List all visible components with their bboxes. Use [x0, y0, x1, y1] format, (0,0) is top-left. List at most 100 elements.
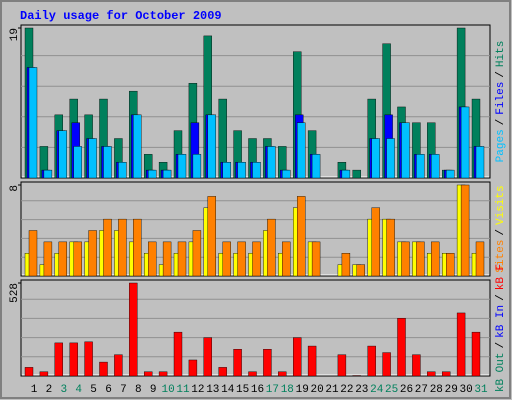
bar: [207, 196, 217, 277]
bar: [397, 318, 406, 377]
bar: [267, 146, 276, 179]
y-tick-label: 19: [9, 28, 21, 41]
bar: [431, 241, 440, 277]
bar: [24, 367, 34, 377]
bar: [88, 138, 97, 179]
bar: [337, 354, 347, 377]
bar: [99, 361, 108, 377]
bar: [431, 154, 440, 179]
bar: [341, 169, 351, 179]
bar: [471, 331, 481, 377]
y-tick-label: 528: [9, 283, 21, 303]
bar: [28, 230, 38, 277]
bar: [158, 371, 168, 377]
bar: [188, 359, 198, 377]
bar: [203, 337, 213, 377]
bar: [133, 114, 142, 179]
bar: [278, 371, 287, 377]
bar: [263, 349, 272, 377]
bar: [39, 371, 49, 377]
bar: [382, 352, 391, 377]
bar: [293, 337, 302, 377]
bar: [43, 241, 53, 277]
bar: [267, 218, 276, 277]
bar: [103, 146, 112, 179]
bar: [118, 162, 127, 179]
bar: [475, 146, 485, 179]
bar: [386, 138, 395, 179]
legend-separator: /: [495, 342, 507, 349]
x-tick-label: 23: [355, 384, 368, 396]
bar: [282, 241, 291, 277]
bar: [446, 253, 455, 277]
bar: [297, 122, 306, 179]
bar: [252, 162, 261, 179]
bar: [252, 241, 261, 277]
legend-entry: Sites: [495, 240, 507, 273]
x-tick-label: 26: [400, 384, 413, 396]
x-tick-label: 1: [31, 384, 38, 396]
x-tick-label: 10: [161, 384, 174, 396]
bar: [58, 241, 67, 277]
bar: [352, 375, 361, 377]
legend: Pages / Files / Hits: [495, 41, 507, 163]
x-tick-label: 5: [90, 384, 97, 396]
x-tick-label: 22: [340, 384, 353, 396]
legend: Sites / Visits: [495, 185, 507, 272]
legend-separator: /: [495, 119, 507, 126]
bar: [311, 154, 321, 179]
bar: [162, 169, 172, 179]
x-tick-label: 9: [150, 384, 157, 396]
x-tick-label: 27: [415, 384, 428, 396]
bar: [129, 282, 138, 377]
x-tick-label: 15: [236, 384, 249, 396]
x-tick-label: 13: [206, 384, 219, 396]
bar: [118, 218, 127, 277]
bar: [58, 130, 67, 179]
x-tick-label: 31: [474, 384, 488, 396]
bar: [84, 341, 93, 377]
x-tick-label: 17: [266, 384, 279, 396]
x-tick-label: 21: [325, 384, 339, 396]
bar: [192, 154, 202, 179]
x-tick-label: 28: [430, 384, 443, 396]
x-tick-label: 16: [251, 384, 264, 396]
x-tick-label: 24: [370, 384, 384, 396]
bar: [114, 354, 123, 377]
x-tick-label: 20: [310, 384, 323, 396]
bar: [237, 162, 246, 179]
bar: [356, 264, 365, 277]
bar: [386, 218, 395, 277]
bar: [28, 67, 38, 179]
bar: [341, 253, 351, 277]
bar: [442, 371, 451, 377]
legend-entry: Pages: [495, 129, 507, 162]
bar: [43, 169, 53, 179]
bar: [371, 138, 380, 179]
x-tick-label: 8: [135, 384, 142, 396]
x-tick-label: 25: [385, 384, 398, 396]
bar: [456, 312, 466, 377]
bar: [207, 114, 217, 179]
bar: [222, 241, 231, 277]
bar: [173, 331, 183, 377]
legend-separator: /: [495, 229, 507, 236]
bar: [147, 241, 157, 277]
legend-separator: /: [495, 294, 507, 301]
legend-entry: Visits: [495, 185, 507, 225]
bar: [297, 196, 306, 277]
legend-entry: kB Out: [495, 353, 507, 393]
bar: [401, 122, 410, 179]
bar: [69, 342, 78, 377]
legend-entry: kB F: [495, 264, 507, 290]
x-tick-label: 11: [176, 384, 190, 396]
bar: [282, 169, 291, 179]
bar: [248, 371, 257, 377]
bar: [143, 371, 153, 377]
x-tick-label: 12: [191, 384, 204, 396]
legend-entry: kB In: [495, 305, 507, 338]
bar: [162, 241, 172, 277]
x-tick-label: 30: [459, 384, 472, 396]
